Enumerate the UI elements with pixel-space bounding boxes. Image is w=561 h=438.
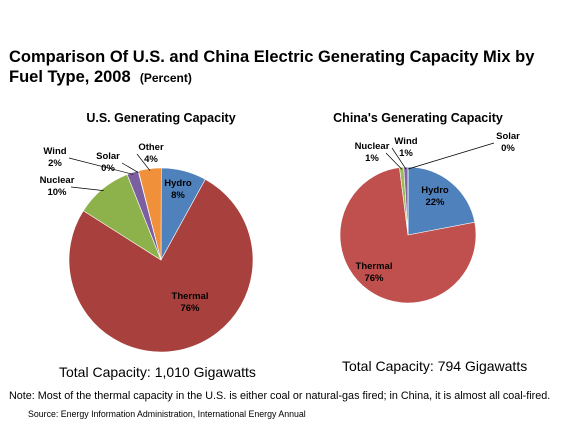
us-leader-wind — [68, 157, 134, 175]
china-label-wind: Wind — [394, 136, 417, 147]
source-note: Source: Energy Information Administratio… — [28, 409, 306, 419]
us-total-capacity: Total Capacity: 1,010 Gigawatts — [59, 364, 256, 380]
china-leader-nuclear — [385, 152, 403, 170]
us-label-thermal: Thermal — [172, 291, 209, 302]
china-label-thermal: Thermal — [356, 261, 393, 272]
us-label-other: Other — [138, 142, 164, 153]
us-slice-thermal — [68, 178, 254, 353]
figure-title: Comparison Of U.S. and China Electric Ge… — [9, 47, 554, 88]
us-value-nuclear: 10% — [47, 187, 67, 198]
us-label-hydro: Hydro — [164, 178, 192, 189]
figure-title-unit: (Percent) — [139, 71, 192, 85]
china-leader-solar — [407, 142, 495, 170]
china-slice-thermal — [339, 167, 477, 304]
china-chart-title: China's Generating Capacity — [333, 111, 503, 125]
china-value-thermal: 76% — [364, 273, 384, 284]
china-value-solar: 0% — [501, 143, 515, 154]
us-leader-solar — [121, 162, 139, 174]
us-label-nuclear: Nuclear — [40, 175, 75, 186]
china-leader-wind — [391, 147, 407, 170]
us-slice-other — [138, 167, 162, 261]
china-value-nuclear: 1% — [365, 153, 379, 164]
china-label-nuclear: Nuclear — [355, 141, 390, 152]
us-value-hydro: 8% — [171, 190, 185, 201]
china-total-capacity: Total Capacity: 794 Gigawatts — [342, 358, 528, 374]
us-value-thermal: 76% — [180, 303, 200, 314]
china-value-hydro: 22% — [425, 197, 445, 208]
us-leader-nuclear — [70, 186, 104, 191]
china-label-solar: Solar — [496, 131, 520, 142]
us-value-other: 4% — [144, 154, 158, 165]
figure-title-main: Comparison Of U.S. and China Electric Ge… — [9, 48, 535, 86]
footnote: Note: Most of the thermal capacity in th… — [9, 390, 551, 402]
us-label-solar: Solar — [96, 151, 120, 162]
us-value-wind: 2% — [48, 158, 62, 169]
china-value-wind: 1% — [399, 148, 413, 159]
us-label-wind: Wind — [43, 146, 66, 157]
us-value-solar: 0% — [101, 163, 115, 174]
us-leader-other — [136, 153, 151, 171]
us-chart-title: U.S. Generating Capacity — [86, 111, 235, 125]
china-label-hydro: Hydro — [421, 185, 449, 196]
